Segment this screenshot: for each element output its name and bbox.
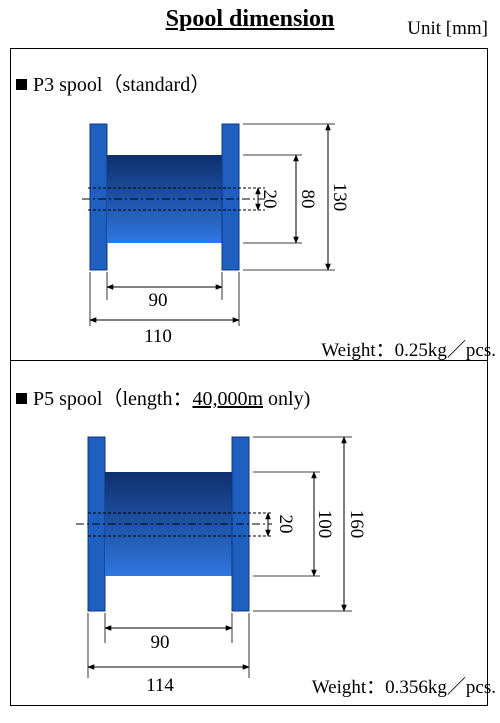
page-title: Spool dimension xyxy=(165,6,335,32)
p5-traverse-label: 90 xyxy=(151,632,170,653)
p5-barrel-label: 100 xyxy=(314,510,335,539)
p5-spool-drawing xyxy=(76,436,272,612)
square-bullet-icon xyxy=(16,79,27,90)
p3-weight: Weight：0.25kg／pcs. xyxy=(321,340,496,361)
p3-dimension-labels: 20 80 130 90 110 xyxy=(144,183,350,347)
p5-weight: Weight：0.356kg／pcs. xyxy=(311,677,496,698)
p3-dimension-lines xyxy=(89,123,335,326)
p5-overall-label: 114 xyxy=(146,675,174,696)
p3-overall-label: 110 xyxy=(144,326,172,347)
p3-barrel-label: 80 xyxy=(297,190,318,209)
p5-panel xyxy=(10,361,488,706)
p3-traverse-label: 90 xyxy=(149,290,168,311)
p3-right-flange xyxy=(221,123,240,271)
p5-heading: P5 spool（length：40,000m only) xyxy=(16,382,310,411)
p3-heading: P3 spool（standard） xyxy=(16,68,210,97)
p3-panel xyxy=(10,48,488,361)
p5-dimension-labels: 20 100 160 90 114 xyxy=(146,510,367,696)
p3-bore-label: 20 xyxy=(259,190,280,209)
square-bullet-icon xyxy=(16,393,27,404)
p5-bore-label: 20 xyxy=(275,515,296,534)
p5-spool-name-prefix: P5 spool（length： xyxy=(33,388,193,410)
p3-spool-drawing xyxy=(82,123,265,271)
p5-flange-label: 160 xyxy=(346,510,367,539)
p3-flange-label: 130 xyxy=(329,183,350,212)
unit-label: Unit [mm] xyxy=(407,18,488,39)
p5-spool-name-suffix: only) xyxy=(263,388,311,410)
p3-spool-name: P3 spool（standard） xyxy=(33,74,211,96)
p5-dimension-lines xyxy=(87,436,352,678)
p3-left-flange xyxy=(89,123,108,271)
p5-spool-length: 40,000m xyxy=(192,388,264,410)
